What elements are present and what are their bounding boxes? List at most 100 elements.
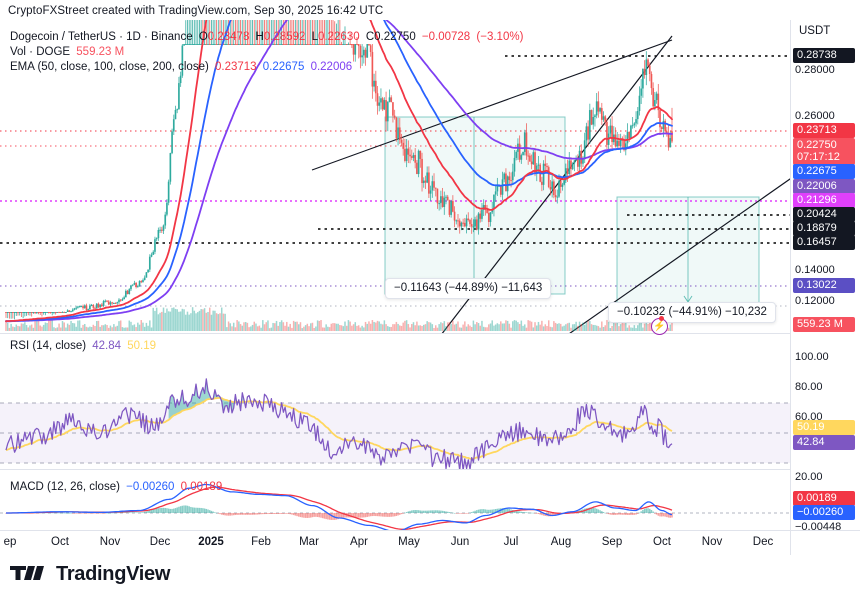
time-axis-divider (0, 530, 860, 531)
rsi-ma-line (5, 397, 673, 460)
ohlc-h-key: H (255, 31, 264, 43)
rsi-pane[interactable] (0, 334, 790, 469)
rsi-axis-pill-1[interactable]: 42.84 (793, 435, 855, 450)
macd-signal-value: −0.00260 (126, 481, 175, 493)
time-axis-label-12: Sep (601, 536, 623, 548)
price-pane[interactable] (0, 20, 790, 333)
ema-label[interactable]: EMA (50, close, 100, close, 200, close) (10, 61, 209, 73)
measurement-callout-1[interactable]: −0.11643 (−44.89%) −11,643 (385, 278, 552, 299)
ohlc-o-value: 0.23478 (207, 31, 250, 43)
ema-200-line (5, 20, 673, 323)
price-axis-pill-0[interactable]: 0.28738 (793, 48, 855, 63)
symbol-label[interactable]: Dogecoin / TetherUS · 1D · Binance (10, 31, 193, 43)
price-axis-tick-0: 0.28000 (795, 64, 835, 76)
price-axis-pill-4[interactable]: 0.22675 (793, 164, 855, 179)
price-axis-currency: USDT (799, 25, 831, 37)
time-axis-label-7: Apr (350, 536, 368, 548)
price-axis-pill-1[interactable]: 0.23713 (793, 123, 855, 138)
macd-plot[interactable] (0, 470, 790, 530)
price-axis-pill-2[interactable]: 0.22750 (793, 138, 855, 153)
price-axis-pill-6[interactable]: 0.21296 (793, 193, 855, 208)
time-axis[interactable]: ep Oct Nov Dec 2025 Feb Mar Apr May Jun Jul Aug Sep O… (0, 531, 790, 555)
tradingview-logo-icon (10, 565, 44, 580)
volume-value: 559.23 M (76, 46, 125, 58)
time-axis-label-1: Oct (51, 536, 69, 548)
time-axis-label-11: Aug (550, 536, 572, 548)
change-value: −0.00728 (421, 31, 471, 43)
price-axis-pill-10[interactable]: 0.13022 (793, 278, 855, 293)
trendline-channel-top (311, 39, 673, 171)
price-axis-pill-9[interactable]: 0.16457 (793, 235, 855, 250)
time-axis-label-9: Jun (450, 536, 470, 548)
ema100-value: 0.22675 (262, 61, 305, 73)
footer-branding: TradingView (10, 563, 170, 586)
pane-divider-2 (0, 469, 790, 470)
ema50-value: 0.23713 (215, 61, 257, 73)
time-axis-label-8: May (398, 536, 420, 548)
tradingview-wordmark: TradingView (56, 563, 171, 585)
rsi-plot[interactable] (0, 334, 790, 469)
price-legend[interactable]: Dogecoin / TetherUS · 1D · Binance O0.23… (10, 30, 523, 75)
price-plot[interactable] (0, 20, 790, 333)
rsi-legend[interactable]: RSI (14, close) 42.84 50.19 (10, 340, 156, 352)
trendline-rising (569, 178, 790, 333)
rsi-label[interactable]: RSI (14, close) (10, 340, 87, 352)
price-axis-pill-3[interactable]: 07:17:12 (793, 150, 855, 165)
rsi-ma-value: 50.19 (127, 340, 157, 352)
time-axis-label-4: 2025 (198, 536, 224, 548)
price-axis-tick-2: 0.14000 (795, 264, 835, 276)
attribution-text: CryptoFXStreet created with TradingView.… (8, 5, 384, 17)
ohlc-l-key: L (311, 31, 319, 43)
price-axis-pill-5[interactable]: 0.22006 (793, 179, 855, 194)
volume-label[interactable]: Vol · DOGE (10, 46, 71, 58)
ema-legend-row: EMA (50, close, 100, close, 200, close) … (10, 60, 523, 75)
time-axis-label-13: Oct (653, 536, 671, 548)
price-axis-pill-7[interactable]: 0.20424 (793, 207, 855, 222)
change-percent: (−3.10%) (476, 31, 524, 43)
time-axis-label-6: Mar (299, 536, 319, 548)
ohlc-l-value: 0.22630 (318, 31, 360, 43)
price-axis-tick-3: 0.12000 (795, 295, 835, 307)
chart-panes[interactable] (0, 20, 790, 530)
rsi-axis-tick-4: 20.00 (795, 471, 823, 483)
price-axis[interactable]: USDT 0.28000 0.26000 0.14000 0.12000 0.28738… (791, 20, 860, 533)
rsi-line (5, 378, 673, 469)
ema-100-line (5, 20, 673, 323)
volume-legend-row: Vol · DOGE 559.23 M (10, 45, 523, 60)
macd-label[interactable]: MACD (12, 26, close) (10, 481, 120, 493)
time-axis-label-15: Dec (752, 536, 774, 548)
price-axis-tick-1: 0.26000 (795, 110, 835, 122)
ema200-value: 0.22006 (310, 61, 353, 73)
time-axis-label-2: Nov (99, 536, 121, 548)
rsi-axis-pill-0[interactable]: 50.19 (793, 420, 855, 435)
trendline-lower (441, 35, 673, 333)
macd-axis-pill-0[interactable]: 0.00189 (793, 491, 855, 506)
time-axis-label-3: Dec (149, 536, 171, 548)
macd-axis-tick-0: −0.00448 (795, 521, 842, 533)
ohlc-c-key: C (365, 31, 375, 43)
ohlc-o-key: O (198, 31, 208, 43)
macd-axis-pill-1[interactable]: −0.00260 (793, 505, 855, 520)
ema-50-line (5, 20, 673, 323)
price-axis-pill-8[interactable]: 0.18879 (793, 221, 855, 236)
ohlc-c-value: 0.22750 (374, 31, 416, 43)
macd-hist-value: 0.00189 (180, 481, 223, 493)
rsi-axis-tick-0: 100.00 (795, 351, 829, 363)
time-axis-end-divider (790, 531, 791, 555)
time-axis-label-10: Jul (503, 536, 519, 548)
price-axis-pill-11[interactable]: 559.23 M (793, 317, 855, 332)
pane-divider-1 (0, 333, 790, 334)
price-legend-row-1: Dogecoin / TetherUS · 1D · Binance O0.23… (10, 30, 523, 45)
candlesticks (5, 20, 673, 320)
macd-line (6, 483, 673, 530)
time-axis-label-14: Nov (701, 536, 723, 548)
ohlc-h-value: 0.28592 (263, 31, 306, 43)
alert-dot-icon (659, 316, 664, 321)
time-axis-label-5: Feb (251, 536, 271, 548)
price-axis-divider (790, 20, 791, 530)
macd-legend[interactable]: MACD (12, 26, close) −0.00260 0.00189 (10, 481, 222, 493)
macd-signal-line (6, 486, 673, 530)
measurement-callout-2[interactable]: −0.10232 (−44.91%) −10,232 (608, 302, 776, 323)
macd-pane[interactable] (0, 470, 790, 530)
